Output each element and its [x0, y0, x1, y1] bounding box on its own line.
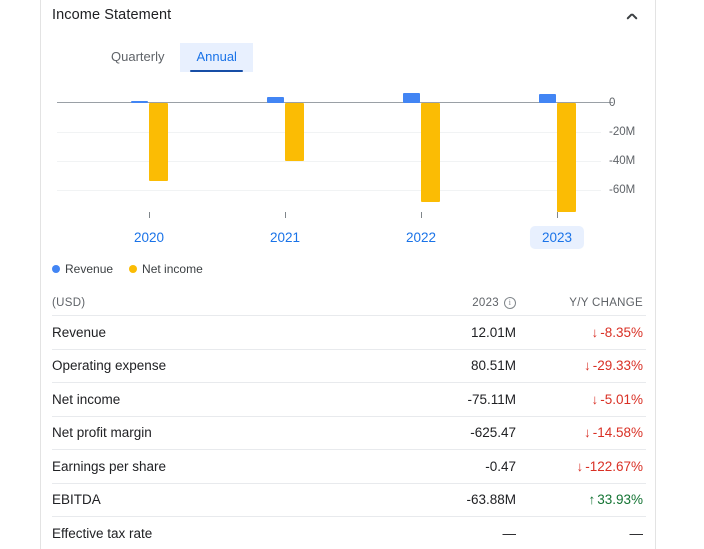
y-axis-tick-label: -40M: [609, 155, 636, 167]
legend-label-revenue: Revenue: [65, 262, 114, 276]
table-row[interactable]: EBITDA -63.88M ↑ 33.93%: [52, 484, 646, 517]
info-icon[interactable]: i: [504, 296, 516, 309]
row-value: 12.01M: [470, 324, 516, 340]
y-axis-tick-label: -20M: [609, 126, 636, 138]
row-value: 80.51M: [470, 358, 516, 374]
row-change: ↓ -14.58%: [516, 425, 646, 440]
chevron-up-glyph: [626, 13, 637, 24]
table-row[interactable]: Net profit margin -625.47 ↓ -14.58%: [52, 417, 646, 450]
row-change-value: 33.93%: [597, 492, 643, 508]
x-axis-label-2020[interactable]: 2020: [133, 230, 165, 245]
row-change-value: -5.01%: [600, 391, 643, 407]
row-label: Revenue: [52, 324, 107, 340]
row-label: Net profit margin: [52, 425, 152, 441]
arrow-down-icon: ↓: [591, 391, 599, 407]
table-row[interactable]: Operating expense 80.51M ↓ -29.33%: [52, 350, 646, 383]
row-change: —: [516, 526, 646, 541]
row-label: Operating expense: [52, 358, 167, 374]
x-axis-tick: [285, 212, 287, 218]
arrow-down-icon: ↓: [583, 358, 591, 374]
x-axis-label-2022[interactable]: 2022: [405, 230, 437, 245]
chart-gridline: [57, 190, 601, 191]
row-label: Earnings per share: [52, 458, 167, 474]
row-change: ↓ -29.33%: [516, 358, 646, 373]
chart-bar-net-income[interactable]: [557, 103, 576, 212]
chart-gridline: [57, 132, 601, 133]
column-header-yy-change: Y/Y CHANGE: [569, 296, 643, 309]
row-value: -0.47: [485, 458, 516, 474]
chart-plot-area: [57, 86, 613, 217]
arrow-up-icon: ↑: [588, 492, 596, 508]
chart-bar-net-income[interactable]: [421, 103, 440, 203]
legend-label-net-income: Net income: [142, 262, 203, 276]
arrow-down-icon: ↓: [576, 458, 584, 474]
row-change: ↑ 33.93%: [516, 492, 646, 507]
financials-table: (USD) 2023 i Y/Y CHANGE Revenue 12.01M ↓ -8…: [52, 290, 646, 549]
table-row[interactable]: Effective tax rate — —: [52, 517, 646, 549]
row-change-value: —: [629, 525, 644, 541]
row-label: Net income: [52, 391, 121, 407]
chart-bar-net-income[interactable]: [285, 103, 304, 162]
row-change: ↓ -8.35%: [516, 325, 646, 340]
y-axis-tick-label: 0: [609, 97, 616, 109]
chart-zero-axis: [57, 102, 613, 104]
period-tabs: Quarterly Annual: [95, 43, 253, 72]
chart-bar-revenue[interactable]: [403, 93, 420, 103]
table-row[interactable]: Net income -75.11M ↓ -5.01%: [52, 383, 646, 417]
row-change-value: -29.33%: [592, 358, 643, 374]
legend-dot-revenue: [52, 265, 60, 273]
x-axis-tick: [421, 212, 423, 218]
row-change: ↓ -122.67%: [516, 459, 646, 474]
table-header-row: (USD) 2023 i Y/Y CHANGE: [52, 290, 646, 316]
y-axis-tick-label: -60M: [609, 184, 636, 196]
row-label: Effective tax rate: [52, 525, 153, 541]
row-change: ↓ -5.01%: [516, 392, 646, 407]
row-value: —: [502, 525, 517, 541]
chart-bar-revenue[interactable]: [539, 94, 556, 103]
table-row[interactable]: Earnings per share -0.47 ↓ -122.67%: [52, 450, 646, 484]
column-header-year-label: 2023: [472, 296, 499, 309]
card-header: Income Statement: [41, 0, 655, 36]
page-title: Income Statement: [52, 7, 172, 23]
x-axis-tick: [149, 212, 151, 218]
legend-dot-net-income: [129, 265, 138, 273]
row-label: EBITDA: [52, 492, 101, 508]
row-value: -625.47: [470, 425, 516, 441]
income-bar-chart: 0 -20M -40M -60M: [41, 86, 655, 226]
x-axis-label-2023[interactable]: 2023: [529, 226, 585, 249]
arrow-down-icon: ↓: [583, 425, 591, 441]
table-body: Revenue 12.01M ↓ -8.35% Operating expense 80.…: [52, 316, 646, 549]
arrow-down-icon: ↓: [591, 324, 599, 340]
tab-quarterly[interactable]: Quarterly: [111, 49, 165, 64]
legend-item-revenue[interactable]: Revenue: [52, 262, 113, 276]
chevron-up-icon[interactable]: [619, 6, 643, 30]
tab-annual[interactable]: Annual: [180, 43, 253, 72]
x-axis-tick: [557, 212, 559, 218]
row-change-value: -122.67%: [585, 458, 643, 474]
y-axis-labels: 0 -20M -40M -60M: [609, 86, 655, 217]
row-value: -63.88M: [466, 492, 516, 508]
row-value: -75.11M: [467, 391, 516, 407]
legend-item-net-income[interactable]: Net income: [129, 262, 203, 276]
income-statement-card: Income Statement Quarterly Annual 0 -20M -…: [40, 0, 656, 549]
chart-bar-revenue[interactable]: [131, 101, 148, 103]
column-header-currency: (USD): [52, 296, 86, 309]
chart-bar-revenue[interactable]: [267, 97, 284, 103]
chart-gridline: [57, 161, 601, 162]
x-axis: 2020 2021 2022 2023: [41, 212, 655, 258]
column-header-year: 2023 i: [382, 296, 516, 309]
x-axis-label-2021[interactable]: 2021: [269, 230, 301, 245]
row-change-value: -8.35%: [600, 324, 643, 340]
table-row[interactable]: Revenue 12.01M ↓ -8.35%: [52, 316, 646, 350]
chart-legend: Revenue Net income: [52, 262, 203, 276]
chart-bar-net-income[interactable]: [149, 103, 168, 182]
row-change-value: -14.58%: [592, 425, 643, 441]
